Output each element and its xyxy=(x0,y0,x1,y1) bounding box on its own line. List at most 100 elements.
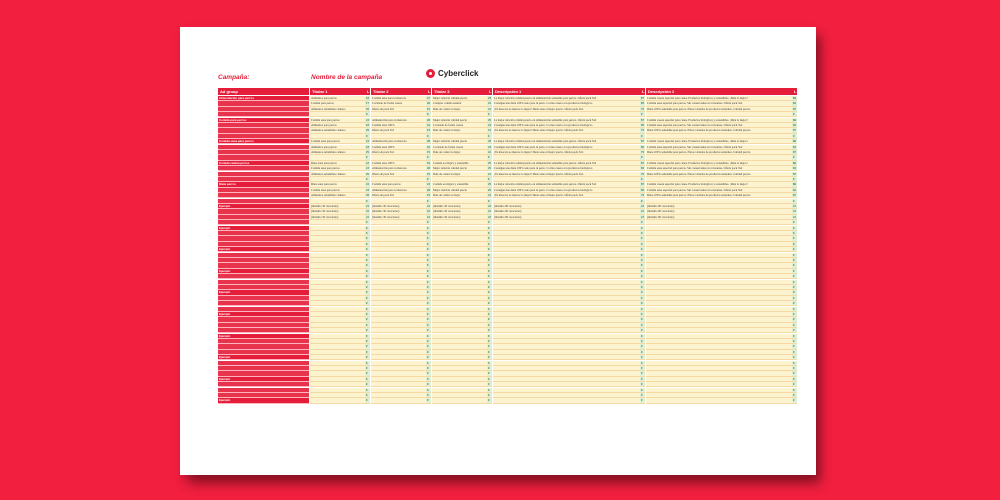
ad-group-cell[interactable] xyxy=(218,112,309,118)
ad-text-cell[interactable]: Dieta 100% saludable para perros. Platos… xyxy=(646,171,792,177)
ad-text-cell[interactable] xyxy=(371,258,426,264)
ad-text-cell[interactable] xyxy=(371,382,426,388)
ad-text-cell[interactable] xyxy=(371,295,426,301)
ad-text-cell[interactable] xyxy=(493,312,640,318)
ad-text-cell[interactable] xyxy=(371,344,426,350)
ad-text-cell[interactable] xyxy=(371,241,426,247)
ad-text-cell[interactable] xyxy=(371,225,426,231)
ad-text-cell[interactable] xyxy=(432,285,487,291)
ad-text-cell[interactable] xyxy=(493,220,640,226)
ad-text-cell[interactable]: (máximo 90 caracteres) xyxy=(493,214,640,220)
ad-text-cell[interactable]: (máximo 30 caracteres) xyxy=(310,209,365,215)
ad-text-cell[interactable] xyxy=(646,366,792,372)
ad-text-cell[interactable]: Comida sana para perros xyxy=(310,139,365,145)
ad-group-cell[interactable] xyxy=(218,209,309,215)
ad-text-cell[interactable] xyxy=(432,231,487,237)
ad-text-cell[interactable] xyxy=(646,371,792,377)
ad-text-cell[interactable]: Alimentos saludables caninos xyxy=(310,106,365,112)
ad-text-cell[interactable] xyxy=(432,344,487,350)
ad-group-cell[interactable] xyxy=(218,187,309,193)
ad-text-cell[interactable] xyxy=(371,268,426,274)
ad-text-cell[interactable]: Dieta 100% saludable para perros. Platos… xyxy=(646,150,792,156)
ad-text-cell[interactable] xyxy=(493,252,640,258)
ad-text-cell[interactable] xyxy=(432,247,487,253)
ad-text-cell[interactable] xyxy=(493,376,640,382)
ad-text-cell[interactable]: (máximo 30 caracteres) xyxy=(310,214,365,220)
ad-text-cell[interactable] xyxy=(646,112,792,118)
ad-group-name[interactable]: Comida sana para perros xyxy=(218,139,309,145)
ad-text-cell[interactable] xyxy=(310,220,365,226)
ad-text-cell[interactable] xyxy=(432,355,487,361)
ad-text-cell[interactable]: Dieta 100% saludable para perros. Platos… xyxy=(646,193,792,199)
ad-text-cell[interactable]: Comida casera especial para canes. Produ… xyxy=(646,160,792,166)
ad-group-name[interactable]: Ejemplo xyxy=(218,204,309,210)
ad-text-cell[interactable] xyxy=(493,241,640,247)
ad-text-cell[interactable] xyxy=(371,376,426,382)
ad-text-cell[interactable]: Comida sana especial para perros. Sin co… xyxy=(646,187,792,193)
ad-text-cell[interactable] xyxy=(432,279,487,285)
ad-text-cell[interactable] xyxy=(310,349,365,355)
ad-group-cell[interactable] xyxy=(218,220,309,226)
ad-text-cell[interactable] xyxy=(310,393,365,399)
ad-group-name[interactable]: Ejemplo xyxy=(218,225,309,231)
ad-text-cell[interactable] xyxy=(646,355,792,361)
ad-text-cell[interactable] xyxy=(310,339,365,345)
ad-text-cell[interactable] xyxy=(310,306,365,312)
ad-text-cell[interactable]: Comida sana para perros xyxy=(310,187,365,193)
ad-group-cell[interactable] xyxy=(218,295,309,301)
ad-text-cell[interactable] xyxy=(310,290,365,296)
ad-text-cell[interactable]: ¡Tu mascota se merece lo mejor! Dieta sa… xyxy=(493,128,640,134)
ad-text-cell[interactable] xyxy=(371,393,426,399)
ad-text-cell[interactable] xyxy=(646,306,792,312)
ad-group-cell[interactable] xyxy=(218,171,309,177)
ad-group-cell[interactable] xyxy=(218,198,309,204)
ad-text-cell[interactable] xyxy=(432,387,487,393)
ad-text-cell[interactable]: Consigue una dieta 100% sana para tu per… xyxy=(493,144,640,150)
ad-text-cell[interactable] xyxy=(371,198,426,204)
ad-text-cell[interactable]: ¡Tu mascota se merece lo mejor! Dieta sa… xyxy=(493,193,640,199)
ad-text-cell[interactable] xyxy=(646,133,792,139)
ad-text-cell[interactable] xyxy=(432,177,487,183)
ad-text-cell[interactable] xyxy=(493,231,640,237)
ad-text-cell[interactable] xyxy=(493,306,640,312)
ad-text-cell[interactable] xyxy=(310,285,365,291)
ad-group-cell[interactable] xyxy=(218,371,309,377)
ad-group-name[interactable]: Dieta perros xyxy=(218,182,309,188)
ad-text-cell[interactable]: Alimentos saludables caninos xyxy=(310,171,365,177)
ad-text-cell[interactable]: Consigue una dieta 100% sana para tu per… xyxy=(493,123,640,129)
ad-text-cell[interactable] xyxy=(371,285,426,291)
ad-text-cell[interactable] xyxy=(371,274,426,280)
ad-group-name[interactable]: Ejemplo xyxy=(218,268,309,274)
ad-text-cell[interactable] xyxy=(371,312,426,318)
ad-text-cell[interactable] xyxy=(371,387,426,393)
ad-text-cell[interactable] xyxy=(493,290,640,296)
ad-group-cell[interactable] xyxy=(218,128,309,134)
ad-text-cell[interactable] xyxy=(310,279,365,285)
ad-text-cell[interactable]: Dale de comer lo mejor xyxy=(432,106,487,112)
ad-text-cell[interactable] xyxy=(432,112,487,118)
ad-group-cell[interactable] xyxy=(218,274,309,280)
ad-text-cell[interactable] xyxy=(493,198,640,204)
ad-group-cell[interactable] xyxy=(218,101,309,107)
ad-text-cell[interactable] xyxy=(371,371,426,377)
ad-text-cell[interactable]: Comida sana 100% xyxy=(371,160,426,166)
ad-text-cell[interactable] xyxy=(493,366,640,372)
ad-text-cell[interactable] xyxy=(646,387,792,393)
ad-text-cell[interactable] xyxy=(310,355,365,361)
ad-text-cell[interactable] xyxy=(432,333,487,339)
ad-text-cell[interactable] xyxy=(493,398,640,404)
ad-text-cell[interactable] xyxy=(646,382,792,388)
ad-group-cell[interactable] xyxy=(218,366,309,372)
ad-text-cell[interactable]: Dale de comer lo mejor xyxy=(432,171,487,177)
ad-text-cell[interactable] xyxy=(646,241,792,247)
ad-text-cell[interactable] xyxy=(432,393,487,399)
ad-text-cell[interactable] xyxy=(432,306,487,312)
ad-text-cell[interactable] xyxy=(493,225,640,231)
ad-text-cell[interactable]: Alimentos saludables caninos xyxy=(310,128,365,134)
ad-text-cell[interactable]: Alimentación para tu mascota xyxy=(371,139,426,145)
ad-text-cell[interactable] xyxy=(371,263,426,269)
ad-text-cell[interactable] xyxy=(432,198,487,204)
ad-text-cell[interactable] xyxy=(493,155,640,161)
ad-text-cell[interactable] xyxy=(310,398,365,404)
ad-text-cell[interactable] xyxy=(310,366,365,372)
